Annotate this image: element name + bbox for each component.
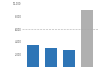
Bar xyxy=(26,45,39,67)
Bar xyxy=(45,48,57,67)
Bar xyxy=(81,10,94,67)
Bar xyxy=(63,50,75,67)
